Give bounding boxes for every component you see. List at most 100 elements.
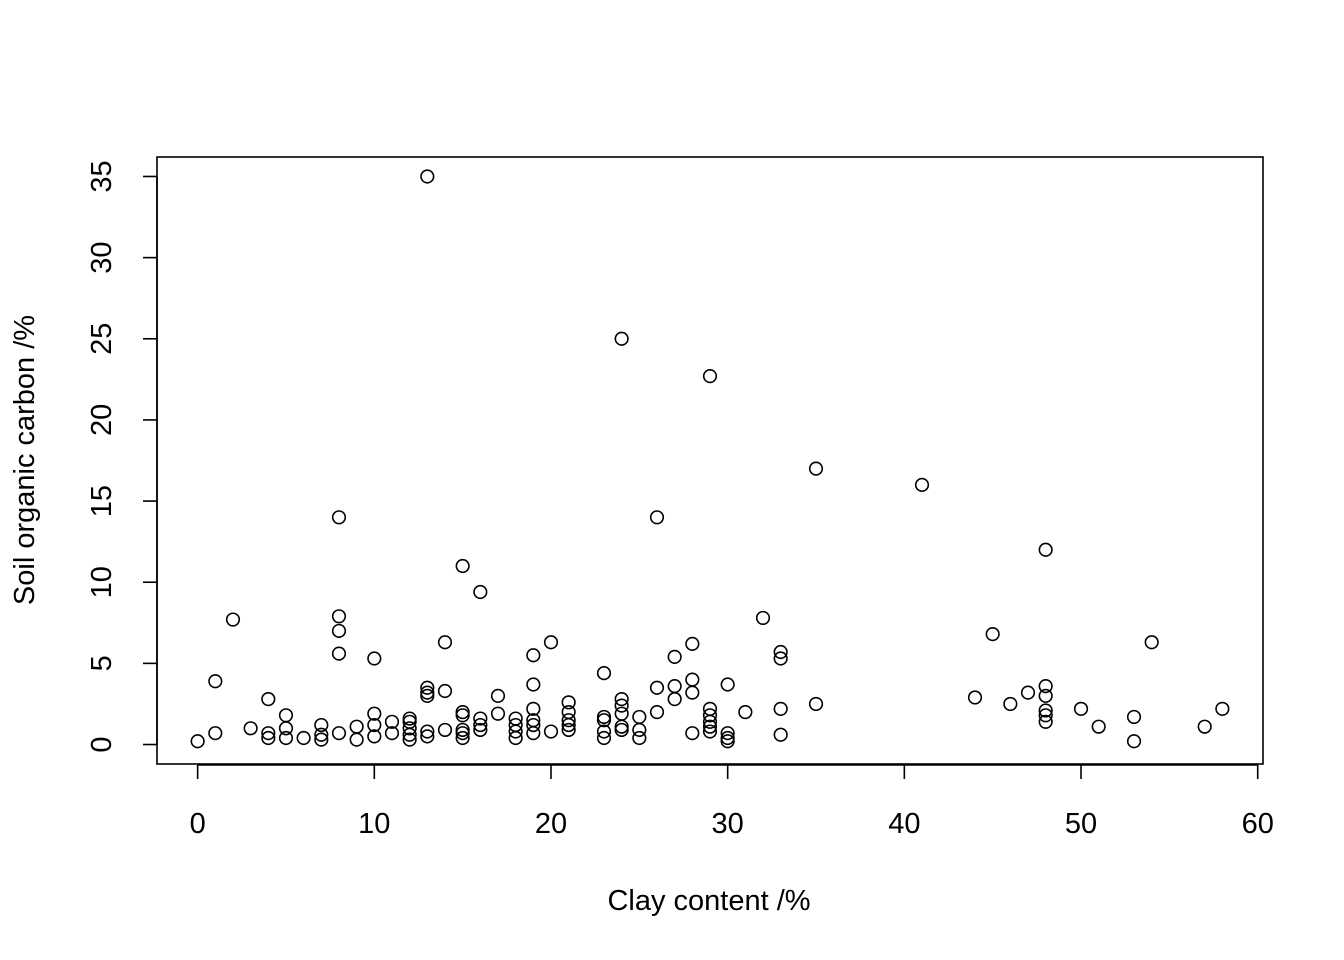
y-tick-label: 25 [86, 323, 118, 355]
data-point [685, 726, 700, 741]
data-point [685, 672, 700, 687]
data-point [437, 722, 453, 738]
data-point [596, 724, 612, 739]
x-tick-label: 0 [190, 808, 206, 840]
data-point [455, 730, 470, 746]
data-point [614, 691, 629, 707]
data-point [1038, 688, 1053, 703]
data-point [1091, 719, 1106, 734]
data-point [526, 648, 541, 663]
data-point [985, 627, 1000, 642]
data-point [331, 646, 347, 661]
data-point [1038, 678, 1053, 694]
data-point [473, 717, 488, 733]
data-point [720, 677, 735, 692]
data-point [1126, 734, 1142, 749]
data-point [561, 695, 576, 710]
data-point [667, 678, 682, 694]
data-point [702, 724, 718, 739]
data-point [349, 719, 364, 734]
data-point [261, 730, 276, 746]
data-point [420, 685, 435, 700]
data-point [384, 714, 400, 729]
data-point [208, 674, 223, 689]
data-point [420, 729, 435, 744]
data-point [508, 717, 523, 733]
data-point [702, 719, 718, 734]
x-axis: 0 10 20 30 40 50 60 [190, 764, 1274, 840]
data-point [455, 704, 470, 720]
data-point [1197, 719, 1212, 734]
data-point [1215, 701, 1230, 716]
y-tick-label: 30 [86, 241, 118, 273]
y-tick-label: 0 [86, 736, 118, 752]
data-point [420, 169, 435, 184]
x-tick-label: 40 [888, 808, 920, 840]
y-tick-label: 15 [86, 485, 118, 517]
y-axis: 0 5 10 15 20 25 30 35 [86, 160, 158, 753]
data-point [543, 724, 559, 739]
data-point [632, 709, 647, 725]
data-point [526, 677, 541, 692]
y-tick-label: 10 [86, 566, 118, 598]
data-point [614, 698, 629, 713]
data-point [649, 704, 665, 720]
data-point [473, 711, 488, 726]
data-point [1038, 708, 1053, 723]
data-point [685, 636, 700, 651]
data-point [1073, 701, 1089, 716]
data-point [773, 644, 788, 660]
data-point [314, 727, 329, 742]
data-point [596, 730, 612, 746]
data-point [225, 612, 241, 627]
data-point [808, 461, 824, 476]
data-point [720, 730, 735, 746]
data-point [314, 717, 329, 733]
data-point [649, 510, 665, 525]
data-point [773, 701, 788, 716]
data-point [1038, 703, 1053, 718]
data-point [367, 651, 382, 666]
data-point [402, 721, 417, 736]
data-point [367, 729, 382, 744]
x-tick-label: 50 [1065, 808, 1097, 840]
data-point [243, 721, 258, 736]
data-point [1038, 714, 1053, 729]
data-point [561, 722, 576, 738]
data-point [543, 635, 559, 650]
data-point [384, 726, 400, 741]
data-point [1144, 635, 1159, 650]
data-point [596, 666, 612, 681]
data-point [967, 690, 983, 705]
data-point [190, 734, 205, 749]
data-point [1038, 542, 1053, 557]
data-point [614, 706, 629, 721]
x-axis-title: Clay content /% [607, 885, 810, 917]
data-point [720, 726, 735, 741]
data-point [455, 558, 470, 574]
data-point [614, 331, 629, 346]
data-point [420, 680, 435, 695]
data-point [667, 649, 682, 664]
data-point [526, 701, 541, 716]
data-point [367, 717, 382, 733]
x-tick-label: 30 [712, 808, 744, 840]
y-tick-label: 5 [86, 655, 118, 671]
data-point [331, 609, 347, 624]
data-point [331, 623, 347, 639]
data-point [914, 477, 930, 492]
data-point [420, 724, 435, 739]
data-point [261, 726, 276, 741]
data-point [278, 730, 294, 746]
data-point [314, 732, 329, 747]
data-point [526, 717, 541, 733]
data-point [296, 730, 311, 746]
data-point [649, 680, 665, 695]
y-tick-label: 20 [86, 404, 118, 436]
x-tick-label: 20 [535, 808, 567, 840]
data-point [508, 711, 523, 726]
x-tick-label: 10 [358, 808, 390, 840]
y-axis-title: Soil organic carbon /% [9, 315, 41, 605]
